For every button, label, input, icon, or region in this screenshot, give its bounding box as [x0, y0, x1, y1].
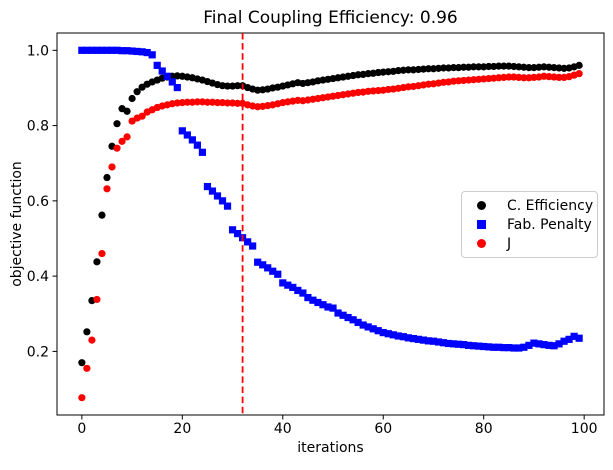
x-tick-label: 60 [374, 421, 392, 437]
x-axis-ticks: 0 20 40 60 80 100 [77, 415, 598, 437]
y-axis-ticks: 0.2 0.4 0.6 0.8 1.0 [27, 43, 57, 360]
legend-marker-box [462, 201, 500, 210]
legend-item-c-efficiency: C. Efficiency [462, 196, 597, 215]
legend-label: C. Efficiency [507, 197, 594, 214]
legend-marker-box [462, 220, 500, 229]
x-tick-label: 20 [173, 421, 191, 437]
y-tick-label: 0.4 [27, 269, 49, 285]
y-axis-label: objective function [9, 161, 25, 287]
x-tick-label: 40 [274, 421, 292, 437]
y-tick-label: 0.2 [27, 344, 49, 360]
y-tick-label: 0.6 [27, 194, 49, 210]
black-circle-marker-icon [476, 201, 486, 210]
x-tick-label: 80 [475, 421, 493, 437]
x-tick-label: 0 [77, 421, 86, 437]
plot-spines [56, 32, 605, 416]
legend-item-j: J [462, 234, 597, 253]
legend-label: Fab. Penalty [507, 216, 592, 233]
blue-square-marker-icon [476, 220, 486, 229]
legend: C. Efficiency Fab. Penalty J [461, 191, 598, 258]
chart-title: Final Coupling Efficiency: 0.96 [203, 8, 458, 28]
legend-item-fab-penalty: Fab. Penalty [462, 215, 597, 234]
series-c-efficiency [78, 61, 583, 367]
series-j [78, 70, 583, 402]
y-tick-label: 1.0 [27, 43, 49, 59]
red-circle-marker-icon [476, 239, 486, 248]
x-axis-label: iterations [297, 440, 364, 456]
legend-label: J [507, 235, 512, 252]
y-tick-label: 0.8 [27, 119, 49, 135]
series-fab-penalty [78, 46, 583, 352]
x-tick-label: 100 [571, 421, 598, 437]
legend-marker-box [462, 239, 500, 248]
